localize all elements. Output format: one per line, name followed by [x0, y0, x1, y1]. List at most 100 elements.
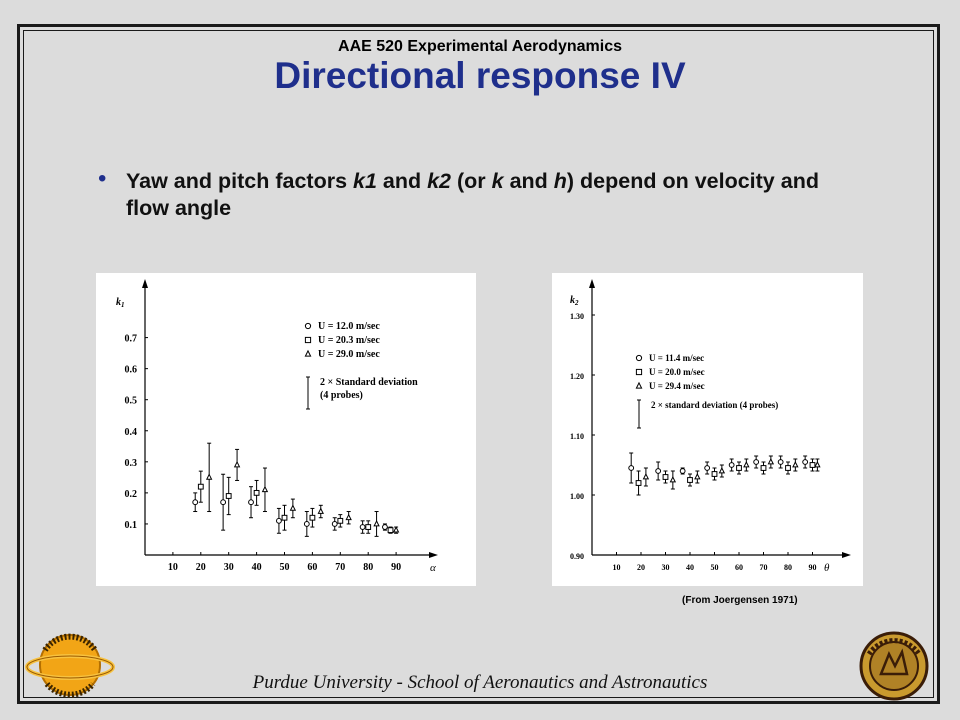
- data-point-circle: [331, 521, 338, 527]
- bullet-text-part: ) depend on velocity and flow angle: [126, 169, 819, 220]
- data-point-square: [711, 471, 718, 477]
- x-tick-label: 40: [686, 563, 694, 572]
- x-tick-label: 60: [307, 562, 317, 573]
- x-tick-label: 30: [662, 563, 670, 572]
- data-point-triangle: [694, 472, 701, 480]
- data-point-circle: [777, 459, 784, 465]
- y-tick-label: 0.2: [125, 489, 138, 500]
- data-point-circle: [704, 465, 711, 471]
- slide-title: Directional response IV: [274, 55, 686, 96]
- data-point-square: [225, 493, 232, 499]
- legend-label: U = 12.0 m/sec: [318, 321, 380, 332]
- data-point-triangle: [345, 513, 352, 521]
- data-point-triangle: [205, 473, 213, 480]
- x-axis-label: α: [430, 562, 436, 574]
- x-axis-label: θ: [824, 562, 830, 574]
- bullet-text: Yaw and pitch factors k1 and k2 (or k an…: [126, 168, 866, 222]
- x-tick-label: 40: [252, 562, 262, 573]
- data-point-circle: [303, 521, 310, 527]
- k1-chart-svg: k1 α 10 20 30 40 50 60 70 80 90 0.1 0.2 0.3 0.4 0.5 0.6 0…: [116, 279, 438, 574]
- x-tick-label: 20: [637, 563, 645, 572]
- k2-chart-svg: k2 θ 10 20 30 40 50 60 70 80 90 0.90 1.00 1.10 1.20 1.3…: [570, 279, 851, 574]
- data-point-triangle: [767, 457, 775, 465]
- data-point-circle: [679, 468, 686, 474]
- data-point-square: [309, 514, 316, 521]
- legend-note: 2 × standard deviation (4 probes): [651, 400, 778, 410]
- data-point-circle: [359, 524, 366, 530]
- source-note: (From Joergensen 1971): [682, 595, 798, 606]
- data-point-square: [635, 480, 642, 486]
- bullet-text-part: h: [553, 169, 567, 193]
- legend-marker-triangle: [635, 381, 643, 389]
- y-axis-label: k1: [116, 297, 125, 309]
- data-point-square: [253, 489, 260, 496]
- data-point-square: [197, 483, 204, 490]
- legend-label: U = 20.3 m/sec: [318, 335, 380, 346]
- data-point-circle: [655, 468, 662, 474]
- data-point-triangle: [317, 507, 324, 514]
- x-axis-arrow: [429, 552, 438, 558]
- legend-note: (4 probes): [320, 390, 363, 401]
- legend-marker-circle: [635, 354, 643, 362]
- data-point-triangle: [642, 472, 650, 480]
- data-point-circle: [248, 499, 254, 506]
- k1-chart: k1 α 10 20 30 40 50 60 70 80 90 0.1 0.2 0.3 0.4 0.5 0.6 0…: [96, 273, 476, 586]
- legend-marker-circle: [304, 322, 312, 330]
- x-tick-label: 10: [168, 562, 178, 573]
- data-point-circle: [220, 499, 227, 506]
- y-axis-arrow: [589, 279, 595, 288]
- x-tick-label: 20: [196, 562, 206, 573]
- data-point-triangle: [718, 466, 726, 474]
- k2-chart: k2 θ 10 20 30 40 50 60 70 80 90 0.90 1.00 1.10 1.20 1.3…: [552, 273, 863, 586]
- bullet-text-part: k1: [353, 169, 377, 193]
- data-point-circle: [628, 465, 635, 471]
- y-tick-label: 0.4: [125, 427, 138, 438]
- data-point-square: [785, 465, 791, 471]
- legend-label: U = 11.4 m/sec: [649, 353, 704, 363]
- y-tick-label: 0.6: [125, 365, 138, 376]
- legend-marker-square: [635, 368, 643, 376]
- legend-marker-square: [304, 336, 312, 344]
- data-point-square: [662, 474, 669, 480]
- x-tick-label: 10: [613, 563, 621, 572]
- data-point-triangle: [392, 526, 400, 533]
- data-point-circle: [276, 517, 282, 524]
- y-tick-label: 0.5: [125, 396, 138, 407]
- y-tick-label: 0.3: [125, 458, 138, 469]
- x-tick-label: 50: [711, 563, 719, 572]
- x-tick-label: 50: [280, 562, 290, 573]
- aeronautics-astronautics-logo: [25, 630, 115, 705]
- data-point-square: [809, 462, 816, 468]
- data-point-square: [387, 527, 394, 534]
- data-point-triangle: [289, 504, 297, 511]
- data-point-triangle: [669, 475, 677, 483]
- data-point-triangle: [743, 460, 750, 468]
- legend-label: U = 20.0 m/sec: [649, 367, 705, 377]
- y-tick-label: 0.7: [125, 334, 138, 345]
- y-tick-label: 1.00: [570, 492, 584, 501]
- data-point-triangle: [233, 460, 241, 468]
- x-tick-label: 70: [760, 563, 768, 572]
- y-tick-label: 1.20: [570, 372, 584, 381]
- data-point-circle: [802, 459, 809, 465]
- data-point-square: [281, 514, 288, 521]
- y-axis-arrow: [142, 279, 148, 288]
- y-tick-label: 0.90: [570, 552, 584, 561]
- x-tick-label: 30: [224, 562, 234, 573]
- bullet-text-part: (or: [451, 169, 492, 193]
- y-tick-label: 0.1: [125, 520, 138, 531]
- bullet-text-part: and: [376, 169, 428, 193]
- footer-text: Purdue University - School of Aeronautic…: [252, 672, 708, 693]
- data-point-square: [760, 465, 767, 471]
- course-name: AAE 520 Experimental Aerodynamics: [338, 38, 622, 55]
- legend-marker-triangle: [304, 349, 312, 357]
- legend-label: U = 29.0 m/sec: [318, 349, 380, 360]
- x-tick-label: 90: [391, 562, 401, 573]
- data-point-square: [736, 465, 742, 471]
- data-point-triangle: [814, 460, 821, 468]
- y-axis-label: k2: [570, 295, 579, 307]
- data-point-triangle: [261, 485, 269, 493]
- x-tick-label: 70: [335, 562, 345, 573]
- purdue-university-seal: [855, 630, 933, 707]
- y-tick-label: 1.30: [570, 312, 584, 321]
